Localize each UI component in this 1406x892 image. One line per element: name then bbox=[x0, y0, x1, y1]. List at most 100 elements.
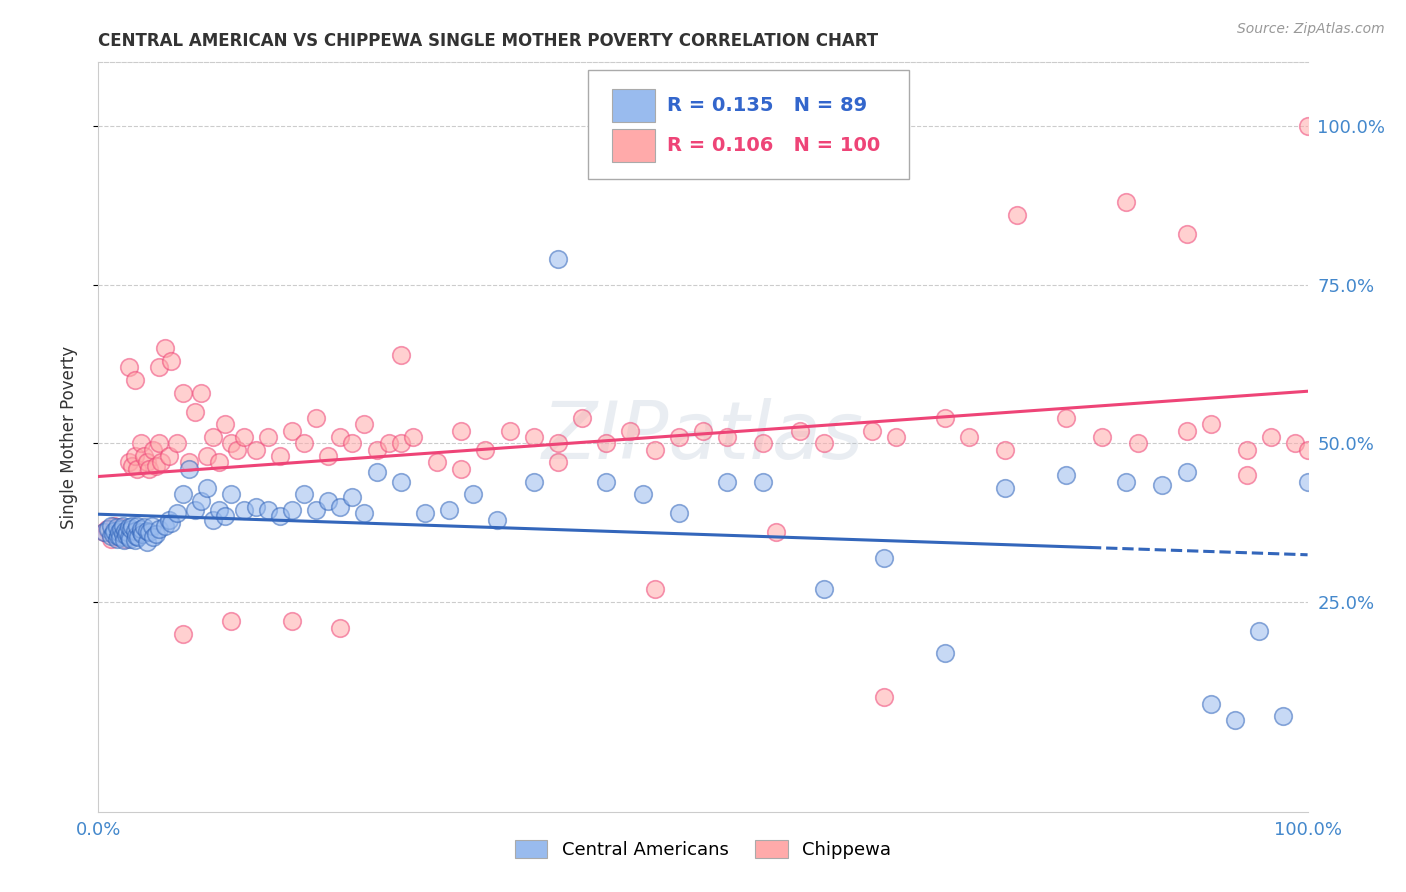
Point bbox=[437, 503, 460, 517]
FancyBboxPatch shape bbox=[613, 129, 655, 162]
Point bbox=[148, 522, 170, 536]
Point bbox=[994, 442, 1017, 457]
Point bbox=[112, 533, 135, 547]
Point bbox=[752, 475, 775, 489]
Point bbox=[389, 436, 412, 450]
Point bbox=[1054, 468, 1077, 483]
Point bbox=[148, 360, 170, 375]
Point bbox=[184, 405, 207, 419]
Point bbox=[202, 430, 225, 444]
Point bbox=[547, 436, 569, 450]
Point bbox=[450, 462, 472, 476]
Point bbox=[1175, 465, 1198, 479]
Point bbox=[118, 520, 141, 534]
Point bbox=[413, 506, 436, 520]
Point bbox=[1296, 119, 1319, 133]
Point bbox=[668, 506, 690, 520]
Point bbox=[100, 519, 122, 533]
Point bbox=[100, 532, 122, 546]
Point bbox=[329, 500, 352, 514]
Point bbox=[571, 411, 593, 425]
Point bbox=[463, 487, 485, 501]
Point bbox=[160, 516, 183, 530]
Point bbox=[104, 528, 127, 542]
Point bbox=[547, 455, 569, 469]
Text: R = 0.106   N = 100: R = 0.106 N = 100 bbox=[666, 136, 880, 155]
Point bbox=[644, 442, 666, 457]
Point bbox=[124, 449, 146, 463]
Point bbox=[1007, 208, 1029, 222]
Point bbox=[103, 519, 125, 533]
Point bbox=[498, 424, 520, 438]
Point bbox=[118, 455, 141, 469]
Point bbox=[402, 430, 425, 444]
Point bbox=[129, 522, 152, 536]
Point bbox=[595, 475, 617, 489]
Point bbox=[1115, 195, 1137, 210]
FancyBboxPatch shape bbox=[588, 70, 908, 178]
Point bbox=[121, 458, 143, 473]
Point bbox=[195, 449, 218, 463]
Point bbox=[101, 525, 124, 540]
Point bbox=[860, 424, 883, 438]
Point bbox=[1091, 430, 1114, 444]
Point bbox=[523, 475, 546, 489]
Point bbox=[1175, 424, 1198, 438]
Point bbox=[166, 436, 188, 450]
Point bbox=[1260, 430, 1282, 444]
Point bbox=[644, 582, 666, 597]
Point bbox=[96, 522, 118, 536]
Point bbox=[127, 519, 149, 533]
Point bbox=[389, 347, 412, 361]
Point bbox=[221, 436, 243, 450]
Point bbox=[179, 455, 201, 469]
Point bbox=[269, 449, 291, 463]
Point bbox=[160, 354, 183, 368]
Point bbox=[93, 525, 115, 540]
Point bbox=[138, 525, 160, 540]
Point bbox=[789, 424, 811, 438]
Point bbox=[1175, 227, 1198, 241]
Point bbox=[190, 385, 212, 400]
Point bbox=[179, 462, 201, 476]
Point bbox=[124, 524, 146, 538]
Point bbox=[118, 530, 141, 544]
Point bbox=[256, 503, 278, 517]
Point bbox=[127, 462, 149, 476]
Point bbox=[305, 411, 328, 425]
Point bbox=[813, 436, 835, 450]
Point bbox=[389, 475, 412, 489]
Point bbox=[221, 487, 243, 501]
Point bbox=[127, 530, 149, 544]
Point bbox=[105, 520, 128, 534]
Point bbox=[342, 436, 364, 450]
Point bbox=[1272, 709, 1295, 723]
Point bbox=[1199, 417, 1222, 432]
Point bbox=[150, 455, 173, 469]
Point bbox=[166, 506, 188, 520]
Point bbox=[668, 430, 690, 444]
Point bbox=[135, 534, 157, 549]
Text: Source: ZipAtlas.com: Source: ZipAtlas.com bbox=[1237, 22, 1385, 37]
Point bbox=[202, 513, 225, 527]
Point bbox=[117, 525, 139, 540]
Point bbox=[172, 487, 194, 501]
FancyBboxPatch shape bbox=[613, 89, 655, 122]
Point bbox=[110, 522, 132, 536]
Point bbox=[97, 522, 120, 536]
Point bbox=[221, 614, 243, 628]
Point bbox=[281, 614, 304, 628]
Point bbox=[131, 526, 153, 541]
Point bbox=[111, 525, 134, 540]
Point bbox=[138, 462, 160, 476]
Point bbox=[93, 525, 115, 540]
Point bbox=[523, 430, 546, 444]
Point bbox=[232, 430, 254, 444]
Point bbox=[245, 442, 267, 457]
Point bbox=[108, 520, 131, 534]
Point bbox=[716, 430, 738, 444]
Point bbox=[157, 449, 180, 463]
Point bbox=[886, 430, 908, 444]
Point bbox=[486, 513, 509, 527]
Point bbox=[366, 465, 388, 479]
